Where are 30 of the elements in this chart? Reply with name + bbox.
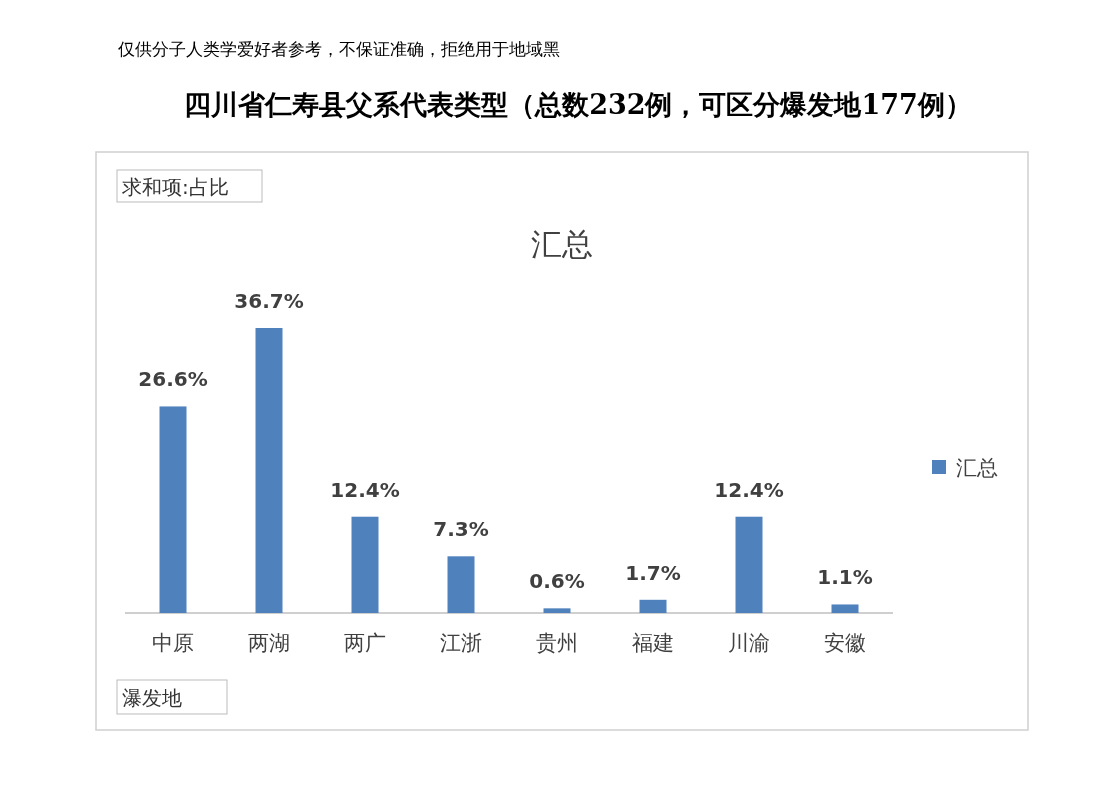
bar bbox=[159, 406, 187, 613]
x-tick-label: 贵州 bbox=[536, 631, 578, 655]
legend-label: 汇总 bbox=[956, 456, 998, 480]
x-axis-title: 瀑发地 bbox=[122, 686, 182, 710]
chart-title: 四川省仁寿县父系代表类型（总数232例，可区分爆发地177例） bbox=[184, 89, 972, 120]
bar bbox=[255, 328, 283, 613]
data-label: 7.3% bbox=[433, 517, 489, 542]
data-label: 1.1% bbox=[817, 565, 873, 590]
bar bbox=[831, 604, 859, 613]
data-label: 36.7% bbox=[234, 289, 304, 313]
data-label: 0.6% bbox=[529, 569, 585, 594]
data-label: 12.4% bbox=[330, 477, 400, 502]
data-label: 12.4% bbox=[714, 477, 784, 502]
bar bbox=[447, 556, 475, 613]
bar bbox=[639, 599, 667, 613]
x-tick-label: 安徽 bbox=[824, 631, 866, 655]
text: 仅供分子人类学爱好者参考，不保证准确，拒绝用于地域黑 bbox=[118, 39, 560, 59]
x-tick-label: 两湖 bbox=[248, 631, 290, 655]
chart-subtitle: 汇总 bbox=[531, 226, 593, 262]
data-label: 1.7% bbox=[625, 560, 681, 585]
x-tick-label: 川渝 bbox=[728, 631, 770, 655]
data-label: 26.6% bbox=[138, 367, 208, 392]
bar bbox=[543, 608, 571, 613]
bar bbox=[735, 516, 763, 613]
x-tick-label: 中原 bbox=[152, 631, 194, 655]
x-tick-label: 福建 bbox=[632, 631, 674, 655]
x-tick-label: 江浙 bbox=[440, 631, 482, 655]
text: 求和项:占比 bbox=[122, 175, 229, 199]
bar bbox=[351, 516, 379, 613]
x-tick-label: 两广 bbox=[344, 631, 386, 655]
